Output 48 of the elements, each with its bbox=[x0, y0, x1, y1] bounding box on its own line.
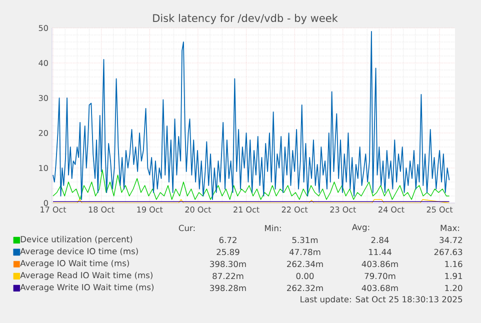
y-tick-label: 10 bbox=[39, 164, 48, 172]
legend-label: Device utilization (percent) bbox=[20, 236, 132, 244]
legend-label: Average IO Wait time (ms) bbox=[20, 260, 129, 268]
text: 0.00 bbox=[296, 272, 314, 280]
x-tick-label: 18 Oct bbox=[88, 206, 114, 213]
text: 267.63 bbox=[434, 248, 462, 256]
text: 47.78m bbox=[289, 248, 320, 256]
x-tick-label: 17 Oct bbox=[40, 206, 66, 213]
legend-label: Average Read IO Wait time (ms) bbox=[20, 272, 152, 280]
y-tick-label: 40 bbox=[38, 60, 48, 66]
text: Cur: bbox=[178, 224, 195, 232]
text: Max: bbox=[440, 224, 460, 232]
text: 398.30m bbox=[210, 260, 246, 268]
text: 87.22m bbox=[212, 272, 244, 280]
line-series bbox=[52, 169, 450, 200]
text: 398.28m bbox=[210, 284, 246, 292]
text: 34.72 bbox=[440, 236, 462, 244]
text: Avg: bbox=[352, 224, 370, 232]
text: 2.84 bbox=[371, 236, 389, 244]
y-tick-label: 20 bbox=[38, 130, 48, 136]
x-tick-label: 21 Oct bbox=[234, 206, 260, 213]
legend-label: Average device IO time (ms) bbox=[20, 248, 138, 256]
text: 1.91 bbox=[445, 272, 462, 280]
x-tick-label: 19 Oct bbox=[137, 206, 163, 213]
y-tick-label: 0 bbox=[44, 200, 48, 206]
text: 11.44 bbox=[369, 248, 392, 256]
text: 25.89 bbox=[216, 248, 240, 256]
y-tick-label: 50 bbox=[38, 24, 48, 32]
text: 403.86m bbox=[362, 260, 398, 268]
text: 403.68m bbox=[362, 284, 398, 292]
text: 262.34m bbox=[287, 260, 323, 268]
text: 262.32m bbox=[287, 284, 323, 292]
text: 1.20 bbox=[445, 284, 462, 292]
chart-title: Disk latency for /dev/vdb - by week bbox=[153, 14, 338, 24]
text: 79.70m bbox=[364, 272, 396, 280]
y-tick-label: 30 bbox=[38, 94, 48, 102]
x-tick-label: 20 Oct bbox=[185, 206, 212, 213]
text: 5.31m bbox=[292, 236, 318, 244]
x-tick-label: 22 Oct bbox=[282, 206, 308, 213]
x-tick-label: 23 Oct bbox=[330, 206, 356, 213]
x-tick-label: 25 Oct bbox=[426, 206, 453, 213]
line-series bbox=[52, 31, 450, 200]
text: 6.72 bbox=[219, 236, 236, 244]
text: 1.16 bbox=[445, 260, 462, 268]
text: Min: bbox=[265, 224, 281, 232]
x-tick-label: 24 Oct bbox=[378, 206, 404, 213]
legend-label: Average Write IO Wait time (ms) bbox=[20, 284, 154, 292]
text: Last update: Sat Oct 25 18:30:13 2025 bbox=[300, 296, 462, 304]
